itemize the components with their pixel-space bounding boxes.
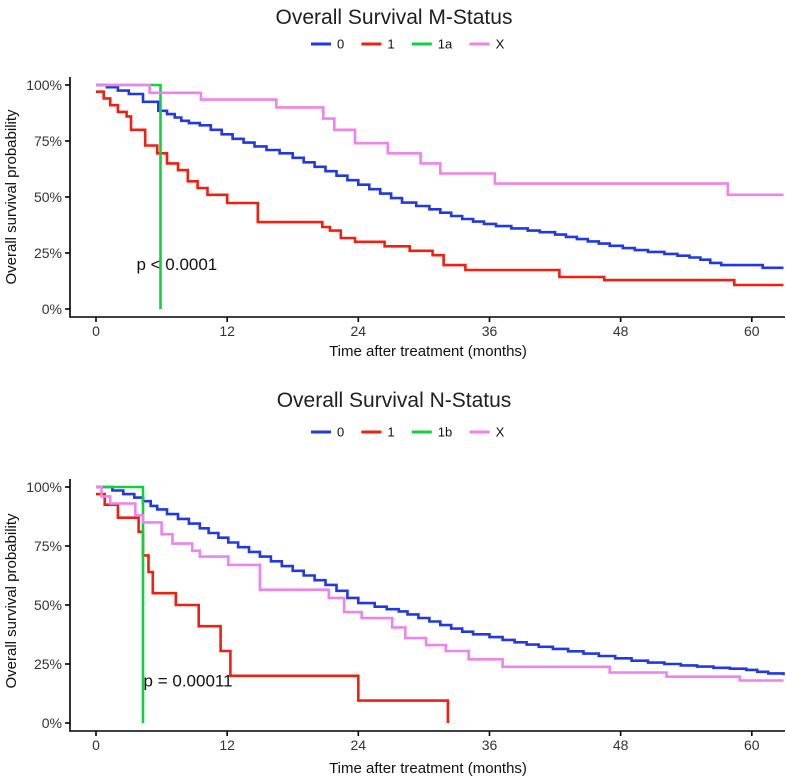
km-figure-n-status: Overall Survival N-Status 0 1 1b X 0 12 24 36 4… [0, 380, 786, 778]
y-tick-label: 100% [26, 77, 62, 93]
x-tick-label: 0 [92, 737, 100, 753]
legend-item-X: X [469, 425, 505, 440]
y-axis-title: Overall survival probability [3, 109, 20, 285]
x-tick-label: 24 [351, 323, 367, 339]
plot-title-m-status: Overall Survival M-Status [276, 6, 513, 29]
legend-item-1a: 1a [411, 37, 453, 52]
axis-lines [69, 77, 785, 318]
y-tick-label: 75% [34, 538, 62, 554]
km-curve-0 [96, 83, 784, 270]
km-curve-X [96, 83, 784, 197]
y-tick-label: 50% [34, 597, 62, 613]
x-tick-label: 60 [744, 323, 760, 339]
legend-item-1b: 1b [411, 425, 452, 440]
legend-label-X: X [496, 37, 505, 52]
y-axis-title: Overall survival probability [3, 513, 20, 689]
p-value-label-m-status: p < 0.0001 [136, 255, 217, 274]
km-curve-X [96, 485, 784, 682]
y-tick-label: 50% [34, 189, 62, 205]
legend-item-1: 1 [361, 425, 395, 440]
km-curve-1b [96, 485, 145, 723]
km-curve-1a [96, 83, 162, 309]
axis-lines [69, 479, 785, 732]
km-curve-1 [96, 90, 784, 287]
km-curve-1 [96, 492, 450, 723]
y-tick-label: 75% [34, 133, 62, 149]
x-axis-title: Time after treatment (months) [329, 760, 527, 777]
legend-item-1: 1 [361, 37, 395, 52]
x-tick-label: 36 [482, 737, 498, 753]
x-tick-label: 12 [219, 737, 235, 753]
legend-label-0: 0 [337, 425, 344, 440]
y-tick-label: 0% [42, 301, 62, 317]
km-plot-m-status: Overall Survival M-Status 0 1 1a X 0 12 24 36 4… [3, 6, 785, 360]
survival-curves-m-status [96, 83, 784, 309]
legend-label-1b: 1b [438, 425, 452, 440]
axes-m-status: 0 12 24 36 48 60 0% 25% 50% 75% 100% [26, 77, 785, 339]
survival-curves-n-status [96, 485, 785, 723]
legend-item-0: 0 [311, 425, 344, 440]
legend-m-status: 0 1 1a X [311, 37, 505, 52]
km-curve-0 [96, 485, 785, 676]
x-tick-label: 0 [92, 323, 100, 339]
p-value-label-n-status: p = 0.00011 [144, 672, 233, 691]
legend-item-X: X [469, 37, 505, 52]
legend-n-status: 0 1 1b X [311, 425, 505, 440]
km-figure-m-status: Overall Survival M-Status 0 1 1a X 0 12 24 36 4… [0, 0, 786, 380]
x-tick-label: 36 [482, 323, 498, 339]
x-tick-label: 24 [351, 737, 367, 753]
plot-title-n-status: Overall Survival N-Status [277, 389, 512, 412]
x-tick-label: 60 [744, 737, 760, 753]
x-axis-title: Time after treatment (months) [329, 343, 527, 360]
legend-label-1: 1 [387, 37, 394, 52]
legend-label-1: 1 [387, 425, 394, 440]
y-tick-label: 0% [42, 715, 62, 731]
axes-n-status: 0 12 24 36 48 60 0% 25% 50% 75% 100% [26, 479, 785, 753]
legend-label-1a: 1a [438, 37, 453, 52]
legend-label-0: 0 [337, 37, 344, 52]
km-plot-n-status: Overall Survival N-Status 0 1 1b X 0 12 24 36 4… [3, 389, 785, 777]
legend-item-0: 0 [311, 37, 344, 52]
x-tick-label: 12 [219, 323, 235, 339]
y-tick-label: 100% [26, 479, 62, 495]
x-tick-label: 48 [613, 737, 629, 753]
x-tick-label: 48 [613, 323, 629, 339]
y-tick-label: 25% [34, 245, 62, 261]
legend-label-X: X [496, 425, 505, 440]
y-tick-label: 25% [34, 656, 62, 672]
